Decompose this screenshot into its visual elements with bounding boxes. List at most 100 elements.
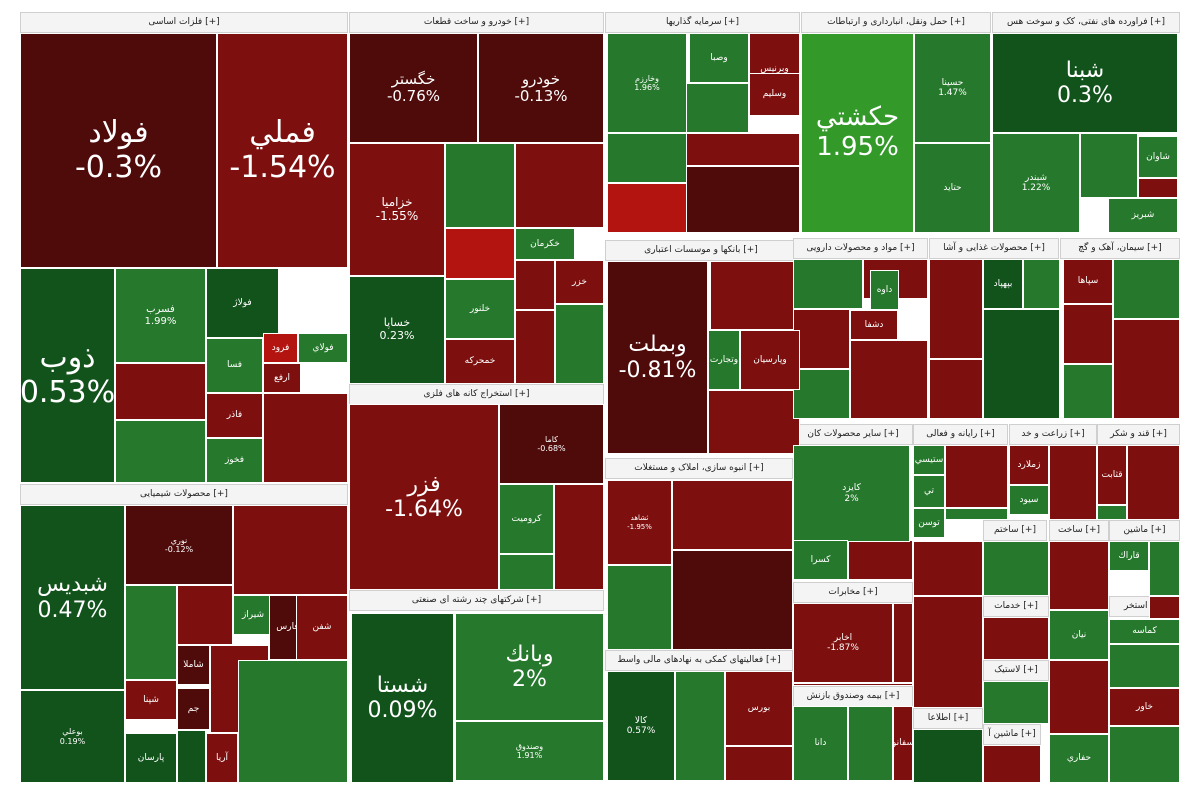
stock-tile[interactable]: آريا <box>206 733 238 783</box>
stock-tile[interactable]: سپاها <box>1063 259 1113 304</box>
stock-tile[interactable]: قاراك <box>1109 541 1149 571</box>
sector-header[interactable]: فراورده های نفتی، کک و سوخت هس [+] <box>992 12 1180 33</box>
stock-tile[interactable]: وتجارت <box>708 330 740 390</box>
stock-tile[interactable]: شبريز <box>1108 198 1178 233</box>
stock-tile[interactable]: جم <box>177 688 210 730</box>
stock-tile[interactable]: توسن <box>913 508 945 538</box>
sector-header[interactable]: ساختم [+] <box>983 520 1047 541</box>
stock-tile[interactable]: كايزد 2% <box>793 445 910 542</box>
stock-tile[interactable]: شستا 0.09% <box>351 613 454 783</box>
stock-tile[interactable]: شبندر 1.22% <box>992 133 1080 233</box>
stock-tile[interactable]: فسا <box>206 338 263 393</box>
stock-tile[interactable]: كماسه <box>1109 619 1180 644</box>
stock-tile[interactable]: بپهپاد <box>983 259 1023 309</box>
stock-tile[interactable]: نيان <box>1049 610 1109 660</box>
stock-tile[interactable]: خزر <box>555 260 604 304</box>
stock-change: 2% <box>512 667 547 692</box>
sector-header[interactable]: محصولات غذایی و آشا [+] <box>929 238 1059 259</box>
stock-tile[interactable]: بورس <box>725 671 793 746</box>
stock-tile[interactable]: حفاري <box>1049 734 1109 783</box>
stock-tile[interactable]: ذوب 0.53% <box>20 268 115 483</box>
stock-tile[interactable]: فولاژ <box>206 268 279 338</box>
sector-header[interactable]: سرمایه گذاریها [+] <box>605 12 800 33</box>
sector-header[interactable]: فعالیتهای کمکی به نهادهای مالی واسط [+] <box>605 650 793 671</box>
stock-tile[interactable]: فسرب 1.99% <box>115 268 206 363</box>
sector-header[interactable]: محصولات شیمیایی [+] <box>20 484 348 505</box>
stock-tile[interactable]: شاملا <box>177 645 210 685</box>
stock-tile[interactable]: فملي -1.54% <box>217 33 348 268</box>
stock-tile[interactable]: خاور <box>1109 688 1180 726</box>
stock-tile[interactable]: وپارسيان <box>740 330 800 390</box>
stock-tile[interactable]: سيود <box>1009 485 1049 515</box>
stock-tile[interactable]: دانا <box>793 706 848 781</box>
stock-tile[interactable]: فزر -1.64% <box>349 404 499 590</box>
stock-tile[interactable]: خگستر -0.76% <box>349 33 478 143</box>
sector-header[interactable]: لاستیک [+] <box>983 660 1049 681</box>
sector-header[interactable]: قند و شکر [+] <box>1097 424 1180 445</box>
stock-tile[interactable]: كروميت <box>499 484 554 554</box>
stock-tile[interactable]: ستيسي <box>913 445 945 475</box>
sector-header[interactable]: خودرو و ساخت قطعات [+] <box>349 12 604 33</box>
minor-stock-tile <box>125 585 177 680</box>
stock-tile[interactable]: خلنور <box>445 279 515 339</box>
sector-header[interactable]: مواد و محصولات دارویی [+] <box>793 238 928 259</box>
stock-tile[interactable]: كسرا <box>793 540 848 580</box>
stock-tile[interactable]: فاذر <box>206 393 263 438</box>
stock-tile[interactable]: سفانو <box>893 706 913 781</box>
sector-header[interactable]: سیمان، آهک و گچ [+] <box>1060 238 1180 259</box>
stock-tile[interactable]: حسينا 1.47% <box>914 33 991 143</box>
stock-tile[interactable]: شاوان <box>1138 136 1178 178</box>
stock-tile[interactable]: ارفع <box>263 363 301 393</box>
stock-tile[interactable]: شبنا 0.3% <box>992 33 1178 133</box>
sector-header[interactable]: بانکها و موسسات اعتباری [+] <box>605 240 797 261</box>
sector-header[interactable]: ساخت [+] <box>1049 520 1109 541</box>
sector-header[interactable]: انبوه سازی، املاک و مستغلات [+] <box>605 458 793 479</box>
stock-tile[interactable]: خكرمان <box>515 228 575 260</box>
sector-header[interactable]: اطلاعا [+] <box>913 708 983 729</box>
stock-tile[interactable]: شبديس 0.47% <box>20 505 125 690</box>
stock-tile[interactable]: وسلیم <box>749 73 800 116</box>
stock-tile[interactable]: وخارزم 1.96% <box>607 33 687 133</box>
stock-tile[interactable]: خزاميا -1.55% <box>349 143 445 276</box>
sector-header[interactable]: فلزات اساسی [+] <box>20 12 348 33</box>
sector-header[interactable]: حمل ونقل، انبارداری و ارتباطات [+] <box>801 12 991 33</box>
sector-header[interactable]: ماشین [+] <box>1109 520 1180 541</box>
sector-header[interactable]: استخراج کانه های فلزی [+] <box>349 384 604 405</box>
stock-tile[interactable]: قثابت <box>1097 445 1127 505</box>
stock-tile[interactable]: ثشاهد -1.95% <box>607 480 672 565</box>
sector-header[interactable]: ماشین آ [+] <box>983 724 1041 745</box>
stock-tile[interactable]: وصندوق 1.91% <box>455 721 604 781</box>
stock-tile[interactable]: شيراز <box>233 595 273 635</box>
sector-header[interactable]: مخابرات [+] <box>793 582 913 603</box>
stock-tile[interactable]: فولاد -0.3% <box>20 33 217 268</box>
stock-tile[interactable]: اخابر -1.87% <box>793 603 893 683</box>
sector-header[interactable]: زراعت و خد [+] <box>1009 424 1097 445</box>
stock-tile[interactable]: كاما -0.68% <box>499 404 604 484</box>
stock-tile[interactable]: خودرو -0.13% <box>478 33 604 143</box>
sector-header[interactable]: رایانه و فعالی [+] <box>913 424 1008 445</box>
stock-tile[interactable]: شپنا <box>125 680 177 720</box>
stock-tile[interactable]: بوعلي 0.19% <box>20 690 125 783</box>
stock-tile[interactable]: وبانك 2% <box>455 613 604 721</box>
sector-header[interactable]: سایر محصولات کان [+] <box>793 424 913 445</box>
stock-tile[interactable]: شفن <box>296 595 348 660</box>
stock-tile[interactable]: وصبا <box>689 33 749 83</box>
stock-tile[interactable]: حكشتي 1.95% <box>801 33 914 233</box>
stock-tile[interactable]: خساپا 0.23% <box>349 276 445 384</box>
stock-tile[interactable]: فولاي <box>298 333 348 363</box>
stock-tile[interactable]: حتايد <box>914 143 991 233</box>
stock-tile[interactable]: فرود <box>263 333 298 363</box>
stock-tile[interactable]: كالا 0.57% <box>607 671 675 781</box>
stock-tile[interactable]: پارسان <box>125 733 177 783</box>
stock-tile[interactable]: داوه <box>870 270 899 310</box>
stock-tile[interactable]: وبملت -0.81% <box>607 261 708 454</box>
stock-tile[interactable]: خمحركه <box>445 339 515 384</box>
sector-header[interactable]: خدمات [+] <box>983 596 1049 617</box>
stock-tile[interactable]: نوري -0.12% <box>125 505 233 585</box>
stock-tile[interactable]: فخوز <box>206 438 263 483</box>
stock-tile[interactable]: زملارد <box>1009 445 1049 485</box>
stock-tile[interactable]: دشفا <box>850 310 898 340</box>
stock-tile[interactable]: تي <box>913 475 945 508</box>
sector-header[interactable]: بیمه وصندوق بازنش [+] <box>793 686 913 707</box>
sector-header[interactable]: شرکتهای چند رشته ای صنعتی [+] <box>349 590 604 611</box>
